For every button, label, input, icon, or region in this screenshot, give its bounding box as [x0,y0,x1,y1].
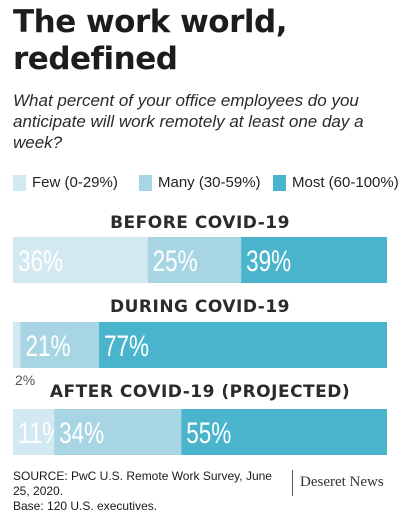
bar-segment-most-2 [181,409,387,455]
bar-segment-most-0 [241,237,387,283]
legend-label-few: Few (0-29%) [32,174,118,191]
bar-segment-few-1 [13,322,21,368]
data-label-many-1: 21% [25,330,70,363]
footer-divider [292,470,293,496]
data-label-most-0: 39% [246,245,291,278]
bar-segment-few-2 [13,409,55,455]
legend-label-most: Most (60-100%) [292,174,399,191]
brand-logo: Deseret News [300,474,384,490]
bar-segment-most-1 [99,322,388,368]
footer: SOURCE: PwC U.S. Remote Work Survey, Jun… [13,469,283,514]
base-note: Base: 120 U.S. executives. [13,499,158,513]
chart-title: The work world, redefined [13,4,287,77]
legend: Few (0-29%) Many (30-59%) Most (60-100%) [13,174,399,196]
legend-item-many: Many (30-59%) [139,174,261,191]
section-title-during: DURING COVID-19 [109,297,291,317]
legend-item-most: Most (60-100%) [273,174,399,191]
data-label-few-1: 2% [15,372,35,388]
data-label-many-0: 25% [153,245,198,278]
chart-subtitle: What percent of your office employees do… [13,91,364,152]
legend-swatch-many [139,174,152,191]
legend-swatch-few [13,174,26,191]
source-note: SOURCE: PwC U.S. Remote Work Survey, Jun… [13,469,272,498]
bar-segment-few-0 [13,237,148,283]
legend-swatch-most [273,174,286,191]
bar-segment-many-1 [20,322,100,368]
data-label-few-0: 36% [18,245,63,278]
legend-item-few: Few (0-29%) [13,174,118,191]
section-title-before: BEFORE COVID-19 [110,213,290,233]
bar-segment-many-2 [54,409,182,455]
data-label-most-1: 77% [104,330,149,363]
legend-label-many: Many (30-59%) [158,174,261,191]
bar-segment-many-0 [147,237,242,283]
data-label-many-2: 34% [59,417,104,450]
section-title-after: AFTER COVID-19 (PROJECTED) [49,382,351,402]
data-label-most-2: 55% [186,417,231,450]
